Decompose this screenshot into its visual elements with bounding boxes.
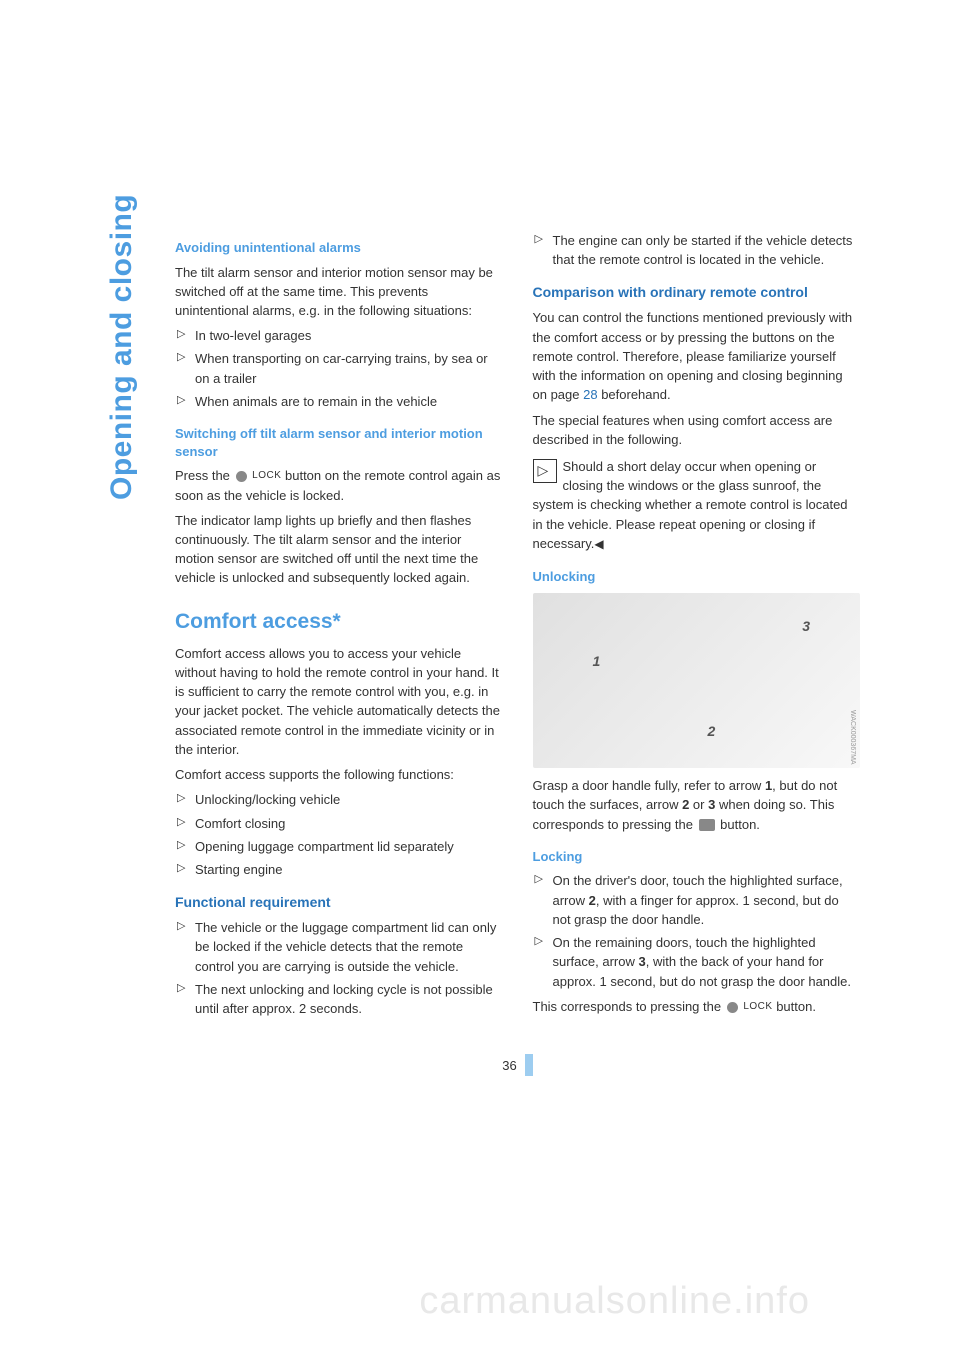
end-mark-icon: ◀ [594,537,603,551]
list-functional-req: The vehicle or the luggage compartment l… [175,918,503,1018]
arrow-ref-3: 3 [638,954,645,969]
paragraph-comparison: You can control the functions mentioned … [533,308,861,404]
heading-avoiding-alarms: Avoiding unintentional alarms [175,239,503,257]
note-text: Should a short delay occur when opening … [533,459,848,551]
note-icon [533,459,557,483]
arrow-label-1: 1 [593,653,601,669]
list-item: Starting engine [175,860,503,879]
heading-comparison: Comparison with ordinary remote control [533,283,861,302]
lock-button-icon [727,1002,738,1013]
lock-button-icon [236,471,247,482]
text-fragment: Should a short delay occur when opening … [533,459,848,551]
lock-label: LOCK [743,1001,772,1012]
heading-unlocking: Unlocking [533,568,861,586]
list-item: When animals are to remain in the vehicl… [175,392,503,411]
left-column: Avoiding unintentional alarms The tilt a… [175,225,503,1024]
list-item: The engine can only be started if the ve… [533,231,861,269]
text-fragment: button. [717,817,760,832]
page-reference-link[interactable]: 28 [583,387,597,402]
text-fragment: Grasp a door handle fully, refer to arro… [533,778,765,793]
text-fragment: button. [773,999,816,1014]
list-locking: On the driver's door, touch the highligh… [533,871,861,990]
lock-label: LOCK [252,470,281,481]
paragraph-indicator: The indicator lamp lights up briefly and… [175,511,503,588]
list-comfort-functions: Unlocking/locking vehicle Comfort closin… [175,790,503,879]
list-item: In two-level garages [175,326,503,345]
column-layout: Avoiding unintentional alarms The tilt a… [175,225,860,1024]
list-item: Comfort closing [175,814,503,833]
page-accent-bar [525,1054,533,1076]
text-fragment: You can control the functions mentioned … [533,310,853,402]
door-handle-illustration: 1 2 3 WACK000367MA [533,593,861,768]
list-item: The vehicle or the luggage compartment l… [175,918,503,976]
list-item: On the driver's door, touch the highligh… [533,871,861,929]
list-item: Opening luggage compartment lid separate… [175,837,503,856]
watermark: carmanualsonline.info [419,1280,810,1323]
paragraph-grasp-handle: Grasp a door handle fully, refer to arro… [533,776,861,834]
text-fragment: beforehand. [598,387,671,402]
note-block: Should a short delay occur when opening … [533,457,861,554]
arrow-label-3: 3 [802,618,810,634]
right-column: The engine can only be started if the ve… [533,225,861,1024]
paragraph-comfort-intro: Comfort access allows you to access your… [175,644,503,759]
text-fragment: This corresponds to pressing the [533,999,725,1014]
list-item: When transporting on car-carrying trains… [175,349,503,387]
heading-functional-requirement: Functional requirement [175,893,503,912]
paragraph-press-lock: Press the LOCK button on the remote cont… [175,466,503,504]
text-fragment: , with a finger for approx. 1 second, bu… [553,893,839,927]
page-content: Avoiding unintentional alarms The tilt a… [0,0,960,1076]
arrow-ref-2: 2 [589,893,596,908]
page-number: 36 [502,1058,524,1073]
heading-locking: Locking [533,848,861,866]
paragraph-special-features: The special features when using comfort … [533,411,861,449]
arrow-label-2: 2 [708,723,716,739]
heading-comfort-access: Comfort access* [175,610,503,634]
paragraph-corresponds-lock: This corresponds to pressing the LOCK bu… [533,997,861,1016]
unlock-button-icon [699,819,715,831]
list-item: On the remaining doors, touch the highli… [533,933,861,991]
list-item: The next unlocking and locking cycle is … [175,980,503,1018]
image-code: WACK000367MA [849,710,856,765]
paragraph-comfort-functions: Comfort access supports the following fu… [175,765,503,784]
page-footer: 36 [175,1054,860,1076]
paragraph-tilt-intro: The tilt alarm sensor and interior motio… [175,263,503,321]
list-situations: In two-level garages When transporting o… [175,326,503,411]
heading-switching-off: Switching off tilt alarm sensor and inte… [175,425,503,460]
list-item: Unlocking/locking vehicle [175,790,503,809]
text-fragment: Press the [175,468,234,483]
text-fragment: or [689,797,708,812]
list-functional-req-cont: The engine can only be started if the ve… [533,231,861,269]
